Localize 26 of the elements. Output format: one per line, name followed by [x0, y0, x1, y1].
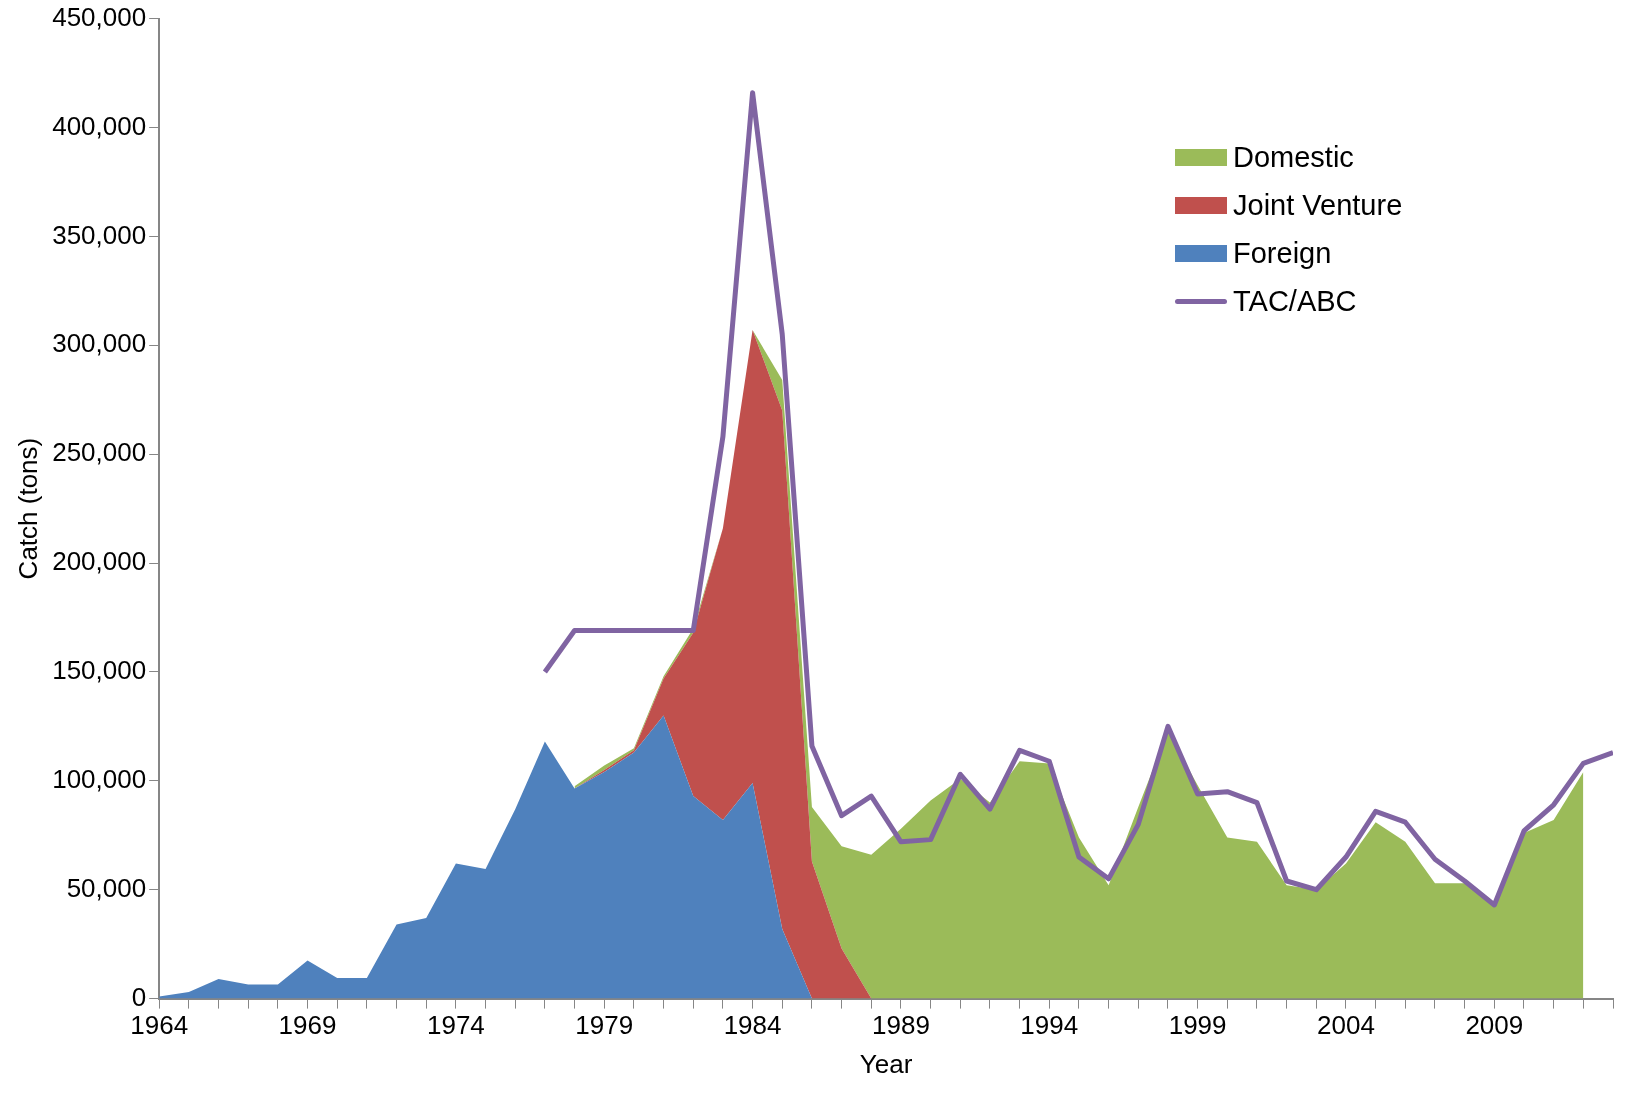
y-tick-label: 0 [131, 981, 147, 1012]
legend-label: TAC/ABC [1233, 284, 1357, 318]
y-tick-label: 150,000 [52, 655, 147, 686]
x-tick-label: 1979 [575, 1010, 634, 1041]
y-tick-label: 400,000 [52, 110, 147, 141]
x-axis-title: Year [859, 1048, 913, 1079]
y-tick-label: 50,000 [66, 872, 147, 903]
legend-label: Domestic [1233, 140, 1354, 174]
legend-label: Foreign [1233, 236, 1332, 270]
x-tick-label: 1969 [278, 1010, 337, 1041]
y-tick-label: 100,000 [52, 763, 147, 794]
y-tick-label: 200,000 [52, 546, 147, 577]
x-tick-label: 2004 [1317, 1010, 1375, 1041]
x-tick-label: 1964 [130, 1010, 189, 1041]
x-tick-label: 1999 [1168, 1010, 1227, 1041]
y-tick-label: 300,000 [52, 328, 147, 359]
y-axis-title: Catch (tons) [12, 437, 43, 580]
y-tick-label: 350,000 [52, 219, 147, 250]
y-tick-label: 450,000 [52, 1, 147, 32]
x-tick-label: 1994 [1020, 1010, 1079, 1041]
x-tick-label: 2009 [1465, 1010, 1524, 1041]
legend-label: Joint Venture [1233, 188, 1403, 222]
y-tick-label: 250,000 [52, 437, 147, 468]
x-tick-label: 1989 [872, 1010, 930, 1041]
x-tick-label: 1984 [723, 1010, 782, 1041]
x-tick-label: 1974 [426, 1010, 485, 1041]
